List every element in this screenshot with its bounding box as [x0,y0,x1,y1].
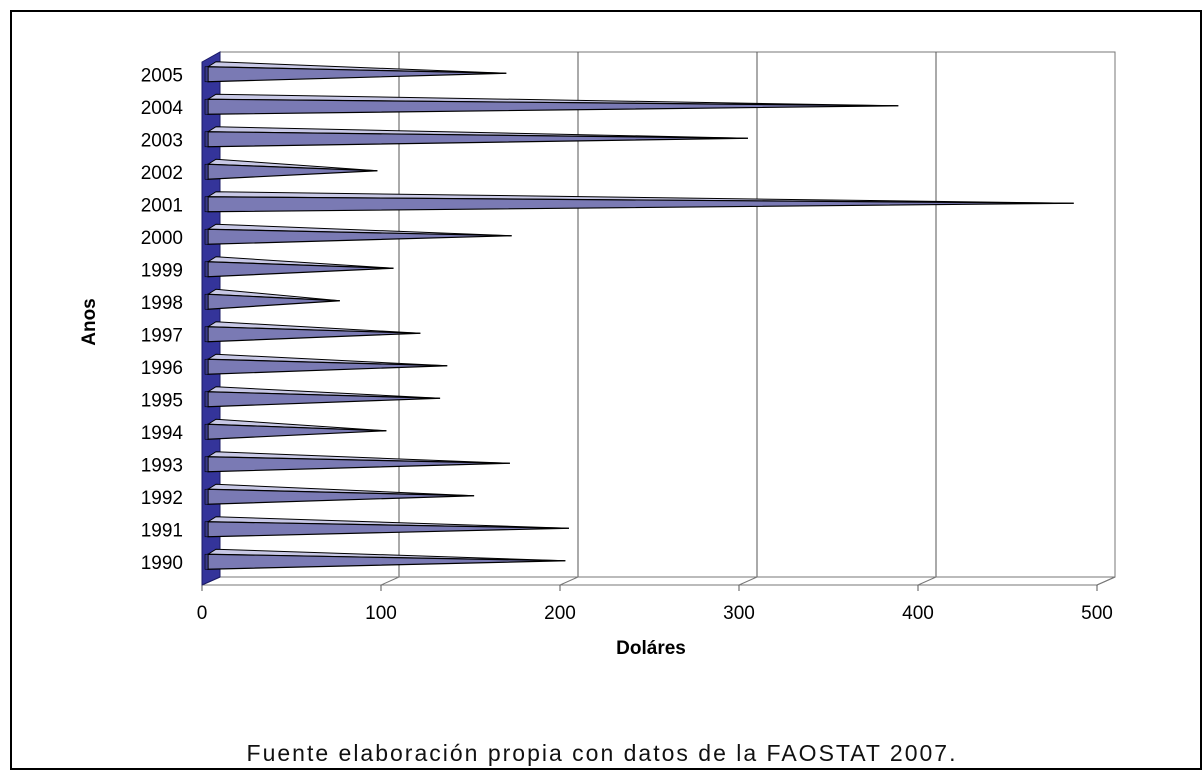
bar-base [204,293,209,310]
x-tick-labels: 0 100 200 300 400 500 [197,603,1113,624]
floor-gridline [559,576,579,586]
y-tick-label: 2005 [141,65,183,86]
y-tick-label: 2001 [141,195,183,216]
x-tick-label: 200 [544,603,576,624]
x-tick-label: 300 [723,603,755,624]
bar-base [204,358,209,375]
x-axis-title: Doláres [616,638,686,659]
x-tick-label: 500 [1081,603,1113,624]
y-tick-label: 1991 [141,520,183,541]
y-tick-label: 1996 [141,358,183,379]
bar-base [204,553,209,570]
floor-gridline [1096,576,1116,586]
y-tick-label: 1995 [141,390,183,411]
y-tick-label: 1998 [141,293,183,314]
y-tick-label: 2002 [141,163,183,184]
bar-base [204,261,209,278]
bar-base [204,98,209,115]
source-note: Fuente elaboración propia con datos de l… [246,740,958,766]
floor-gridline [738,576,758,586]
y-tick-label: 1999 [141,260,183,281]
chart-floor [201,576,1116,586]
bar-base [204,66,209,83]
y-tick-label: 1993 [141,455,183,476]
bar-base [204,196,209,213]
y-tick-label: 1992 [141,488,183,509]
y-axis-title: Anos [79,298,100,346]
bars [204,61,1074,570]
bar-base [204,423,209,440]
bar-base [204,391,209,408]
bar-base [204,228,209,245]
bar-base [204,131,209,148]
x-tick-label: 400 [902,603,934,624]
y-tick-label: 2004 [141,98,184,119]
floor-gridline [380,576,400,586]
bar-base [204,326,209,343]
y-tick-label: 1994 [141,423,184,444]
floor-gridline [917,576,937,586]
bar-base [204,456,209,473]
y-tick-label: 1990 [141,553,183,574]
y-tick-labels: 1990 1991 1992 1993 1994 1995 1996 1997 1998 1999… [141,65,184,574]
x-tick-label: 100 [365,603,397,624]
bar-base [204,521,209,538]
y-tick-label: 2003 [141,130,183,151]
y-tick-label: 2000 [141,228,183,249]
y-tick-label: 1997 [141,325,183,346]
bar-base [204,163,209,180]
x-tick-label: 0 [197,603,208,624]
bar-base [204,488,209,505]
